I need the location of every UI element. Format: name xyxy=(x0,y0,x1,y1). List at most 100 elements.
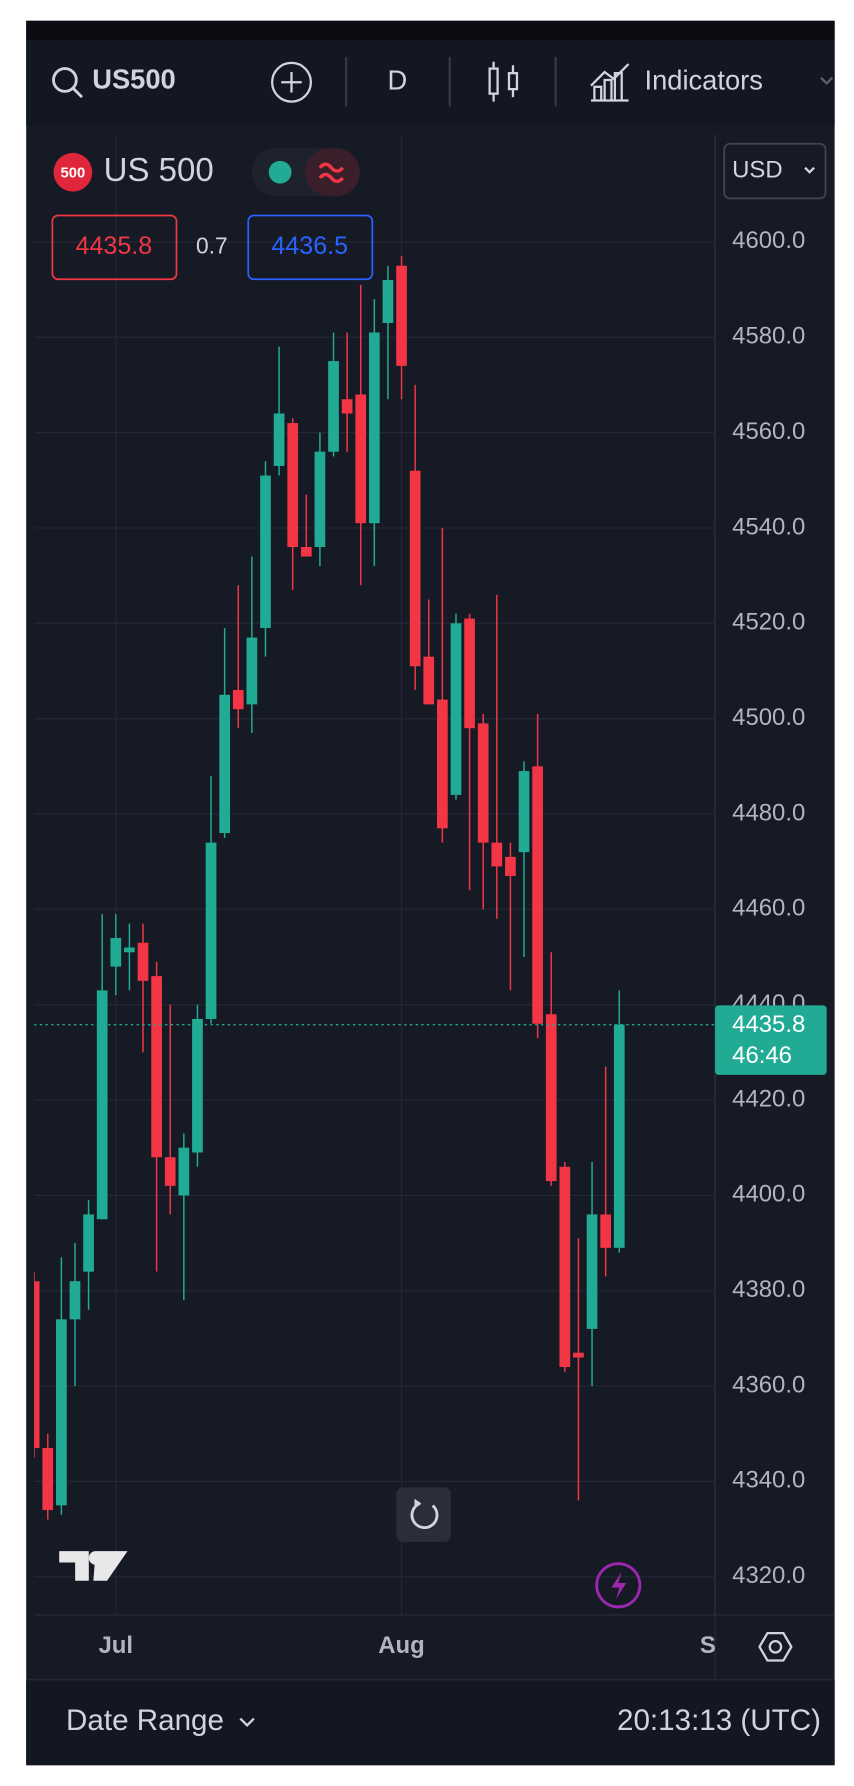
candle-body xyxy=(83,1214,94,1272)
candle-body xyxy=(273,413,285,466)
currency-select[interactable]: USD xyxy=(723,142,827,200)
y-tick-label: 4520.0 xyxy=(732,609,805,636)
settings-icon xyxy=(768,1639,783,1654)
candle-body xyxy=(96,990,108,1220)
plus-icon xyxy=(281,72,302,93)
candle-body xyxy=(164,1157,176,1186)
candle-body xyxy=(42,1448,54,1511)
y-tick-label: 4420.0 xyxy=(732,1085,805,1112)
settings-icon xyxy=(758,1631,793,1662)
reset-button[interactable] xyxy=(396,1487,451,1543)
sell-button[interactable] xyxy=(51,214,178,281)
candle-body xyxy=(368,332,380,524)
y-tick-label: 4340.0 xyxy=(732,1467,805,1494)
last-price: 4435.8 xyxy=(732,1011,805,1038)
tradingview-logo[interactable] xyxy=(59,1551,128,1581)
candle-body xyxy=(491,842,503,867)
chart-type-button[interactable] xyxy=(488,61,519,102)
clock[interactable]: 20:13:13 (UTC) xyxy=(617,1704,821,1737)
badge-text: 500 xyxy=(61,165,86,181)
y-tick-label: 4600.0 xyxy=(732,227,805,254)
indicators-icon xyxy=(590,63,630,102)
settings-button[interactable] xyxy=(758,1631,793,1662)
indicators-button[interactable]: Indicators xyxy=(590,63,763,102)
indicators-label: Indicators xyxy=(644,64,762,95)
compare-button[interactable] xyxy=(271,61,312,103)
y-tick-label: 4400.0 xyxy=(732,1181,805,1208)
delay-icon xyxy=(318,162,345,184)
status-strip xyxy=(26,20,835,41)
candle-body xyxy=(151,976,162,1158)
y-tick-label: 4540.0 xyxy=(732,513,805,540)
candle-body xyxy=(559,1166,571,1368)
candle-body xyxy=(545,1014,557,1182)
logo-shape xyxy=(88,1551,103,1565)
market-open-dot xyxy=(268,160,292,184)
candle-body xyxy=(260,475,271,629)
last-price-label: 4435.8 46:46 xyxy=(715,1005,827,1075)
symbol-legend: 500 US 500 4435.8 0.7 4436.5 xyxy=(51,148,374,281)
reset-icon xyxy=(414,1498,422,1508)
lightning-button[interactable] xyxy=(595,1562,642,1609)
buy-button[interactable] xyxy=(247,214,374,281)
candle-body xyxy=(423,656,435,705)
bid-price: 4435.8 xyxy=(76,232,153,260)
ask-price: 4436.5 xyxy=(271,232,348,260)
logo-shape xyxy=(59,1551,128,1581)
legend-symbol: US 500 xyxy=(104,151,214,188)
y-tick-label: 4500.0 xyxy=(732,704,805,731)
date-range: Date Range xyxy=(66,1704,224,1737)
app-frame xyxy=(26,20,835,1766)
x-tick-label: Se xyxy=(700,1632,729,1659)
x-tick-label: Aug xyxy=(378,1632,424,1659)
candle-body xyxy=(396,265,407,366)
toolbar xyxy=(26,40,835,126)
candle-body xyxy=(232,690,244,710)
candle-body xyxy=(586,1214,598,1329)
candle-body xyxy=(355,394,367,524)
candle-body xyxy=(437,699,448,829)
candle-body xyxy=(110,937,122,967)
interval[interactable]: D xyxy=(388,64,408,95)
reset-icon xyxy=(410,1501,439,1529)
candle-body xyxy=(600,1214,612,1248)
candle-body xyxy=(505,856,516,876)
toolbar-more[interactable] xyxy=(820,76,834,86)
search-button[interactable]: US500 xyxy=(52,63,176,99)
candle-body xyxy=(464,618,475,729)
candle-body xyxy=(450,623,462,795)
candle-body xyxy=(34,1281,40,1449)
candle-body xyxy=(477,723,489,843)
candle-body xyxy=(192,1018,203,1153)
bottom-bar xyxy=(26,1679,835,1766)
candle-body xyxy=(178,1147,190,1196)
lightning-ring xyxy=(595,1562,642,1609)
candle-body xyxy=(137,942,149,981)
y-tick-label: 4380.0 xyxy=(732,1276,805,1303)
candle-body xyxy=(287,423,299,548)
search-icon xyxy=(71,86,83,99)
x-tick-label: Jul xyxy=(99,1632,134,1659)
candle-body xyxy=(532,766,543,1024)
candle-body xyxy=(409,470,421,667)
y-tick-label: 4460.0 xyxy=(732,895,805,922)
reset-box xyxy=(396,1487,451,1543)
price-axis: 4320.04340.04360.04380.04400.04420.04440… xyxy=(732,227,805,1589)
candle-body xyxy=(69,1281,81,1320)
y-tick-label: 4480.0 xyxy=(732,799,805,826)
chevron xyxy=(804,166,815,174)
y-tick-label: 4560.0 xyxy=(732,418,805,445)
countdown: 46:46 xyxy=(732,1042,792,1069)
lightning-icon xyxy=(611,1571,627,1599)
currency-box xyxy=(723,142,827,200)
symbol: US500 xyxy=(92,63,176,94)
candle-body xyxy=(124,947,135,953)
date-range-button[interactable]: Date Range xyxy=(66,1704,255,1737)
candle-body xyxy=(300,547,312,557)
candle-body xyxy=(328,361,339,452)
spread: 0.7 xyxy=(196,232,228,258)
y-tick-label: 4360.0 xyxy=(732,1371,805,1398)
chevron xyxy=(239,1717,255,1727)
